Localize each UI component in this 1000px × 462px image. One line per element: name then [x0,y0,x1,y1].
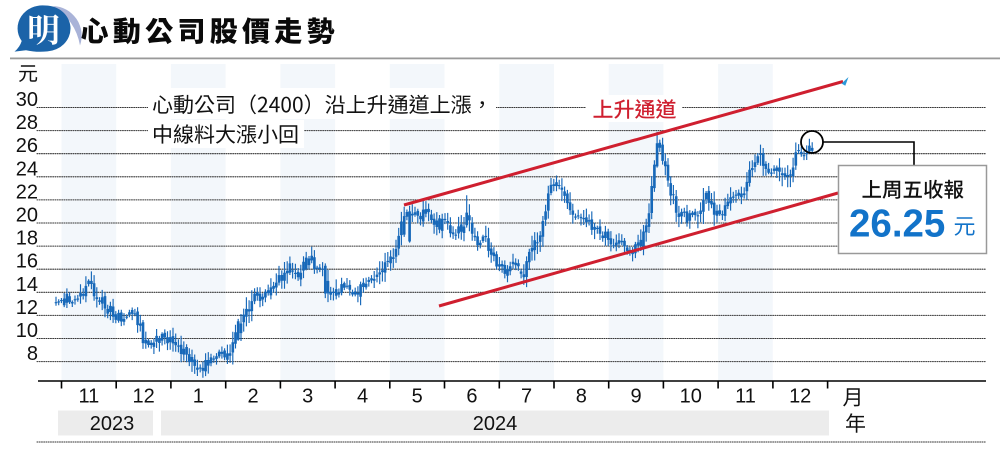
svg-text:10: 10 [680,386,702,408]
svg-text:28: 28 [16,112,38,134]
svg-text:24: 24 [16,158,38,180]
svg-text:16: 16 [16,251,38,273]
svg-text:8: 8 [27,343,38,365]
svg-text:30: 30 [16,89,38,111]
svg-text:9: 9 [631,386,642,408]
svg-text:12: 12 [789,386,811,408]
svg-text:1: 1 [193,386,204,408]
svg-text:20: 20 [16,205,38,227]
svg-text:14: 14 [16,274,38,296]
svg-text:11: 11 [735,386,756,408]
svg-text:5: 5 [412,386,423,408]
svg-text:12: 12 [132,386,154,408]
svg-text:26.25: 26.25 [849,203,945,246]
svg-text:8: 8 [576,386,587,408]
svg-text:4: 4 [357,386,368,408]
svg-text:18: 18 [16,228,38,250]
svg-text:2023: 2023 [90,413,135,435]
svg-text:26: 26 [16,135,38,157]
svg-text:2024: 2024 [473,413,518,435]
svg-text:10: 10 [16,320,38,342]
svg-text:22: 22 [16,181,38,203]
svg-text:6: 6 [466,386,477,408]
svg-text:12: 12 [16,297,38,319]
svg-text:11: 11 [79,386,100,408]
svg-text:2: 2 [247,386,258,408]
svg-text:7: 7 [521,386,532,408]
svg-text:3: 3 [302,386,313,408]
